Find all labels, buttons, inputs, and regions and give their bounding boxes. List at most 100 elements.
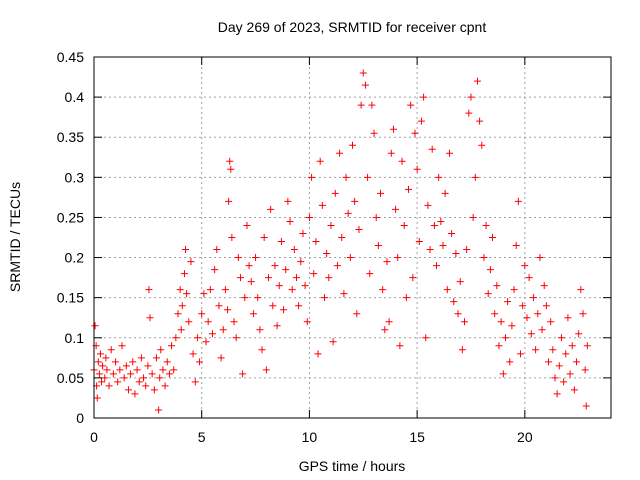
data-point <box>575 330 583 338</box>
data-point <box>98 378 106 386</box>
data-point <box>411 129 419 137</box>
data-point <box>290 246 298 254</box>
data-point <box>174 310 182 318</box>
data-point <box>219 326 227 334</box>
data-point <box>254 294 262 302</box>
y-tick-label: 0.4 <box>65 89 85 105</box>
data-point <box>163 358 171 366</box>
data-point <box>202 338 210 346</box>
data-point <box>327 221 335 229</box>
data-point <box>230 318 238 326</box>
data-point <box>258 346 266 354</box>
data-point <box>142 382 150 390</box>
data-point <box>157 346 165 354</box>
data-point <box>297 258 305 266</box>
data-point <box>191 378 199 386</box>
y-tick-label: 0.1 <box>65 330 85 346</box>
data-point <box>245 262 253 270</box>
axis-ticks <box>93 56 611 419</box>
data-point <box>549 346 557 354</box>
data-point <box>506 358 514 366</box>
data-point <box>148 370 156 378</box>
data-point <box>275 282 283 290</box>
data-point <box>187 258 195 266</box>
data-point <box>448 229 456 237</box>
grid-lines <box>94 57 611 418</box>
data-point <box>312 238 320 246</box>
data-point <box>355 225 363 233</box>
data-point <box>413 165 421 173</box>
data-point <box>161 382 169 390</box>
data-point <box>344 209 352 217</box>
data-point <box>392 205 400 213</box>
data-point <box>206 286 214 294</box>
data-point <box>486 266 494 274</box>
data-point <box>555 362 563 370</box>
data-point <box>437 217 445 225</box>
data-point <box>211 266 219 274</box>
data-point <box>557 334 565 342</box>
data-point <box>387 149 395 157</box>
data-point <box>461 318 469 326</box>
data-point <box>243 221 251 229</box>
data-point <box>510 286 518 294</box>
data-point <box>349 141 356 149</box>
data-point <box>398 157 406 165</box>
data-point <box>495 342 503 350</box>
data-point <box>551 374 559 382</box>
data-point <box>316 157 324 165</box>
y-tick-label: 0.25 <box>57 209 84 225</box>
data-point <box>359 69 367 77</box>
data-point <box>467 93 475 101</box>
data-point <box>241 294 249 302</box>
data-point <box>185 318 193 326</box>
data-point <box>140 374 148 382</box>
data-point <box>323 250 331 258</box>
data-point <box>480 254 488 262</box>
data-point <box>170 366 178 374</box>
data-point <box>445 149 453 157</box>
data-point <box>224 306 232 314</box>
data-point <box>308 173 316 181</box>
data-point <box>420 93 428 101</box>
data-point <box>582 402 590 410</box>
data-point <box>310 270 318 278</box>
data-point <box>96 350 104 358</box>
data-point <box>364 173 372 181</box>
data-point <box>570 386 578 394</box>
data-point <box>523 314 531 322</box>
data-point <box>458 346 466 354</box>
data-point <box>527 330 535 338</box>
data-point <box>152 354 160 362</box>
data-point <box>318 201 326 209</box>
data-points <box>90 69 591 414</box>
data-point <box>252 254 260 262</box>
data-point <box>234 254 242 262</box>
data-point <box>353 310 361 318</box>
data-point <box>564 314 572 322</box>
data-point <box>525 274 533 282</box>
data-point <box>150 386 158 394</box>
data-point <box>301 282 309 290</box>
data-point <box>183 290 191 298</box>
data-point <box>351 197 359 205</box>
y-tick-label: 0.2 <box>65 250 85 266</box>
data-point <box>177 326 185 334</box>
data-point <box>228 234 236 241</box>
data-point <box>267 205 275 213</box>
data-point <box>534 310 542 318</box>
data-point <box>542 302 550 310</box>
data-point <box>295 302 303 310</box>
data-point <box>577 286 585 294</box>
data-point <box>517 350 525 358</box>
data-point <box>239 370 247 378</box>
data-point <box>415 238 423 246</box>
data-point <box>422 334 430 342</box>
data-point <box>476 117 484 125</box>
x-tick-label: 5 <box>198 429 206 445</box>
data-point <box>497 318 505 326</box>
data-point <box>430 221 438 229</box>
data-point <box>182 246 190 254</box>
data-point <box>333 262 341 270</box>
data-point <box>340 290 348 298</box>
